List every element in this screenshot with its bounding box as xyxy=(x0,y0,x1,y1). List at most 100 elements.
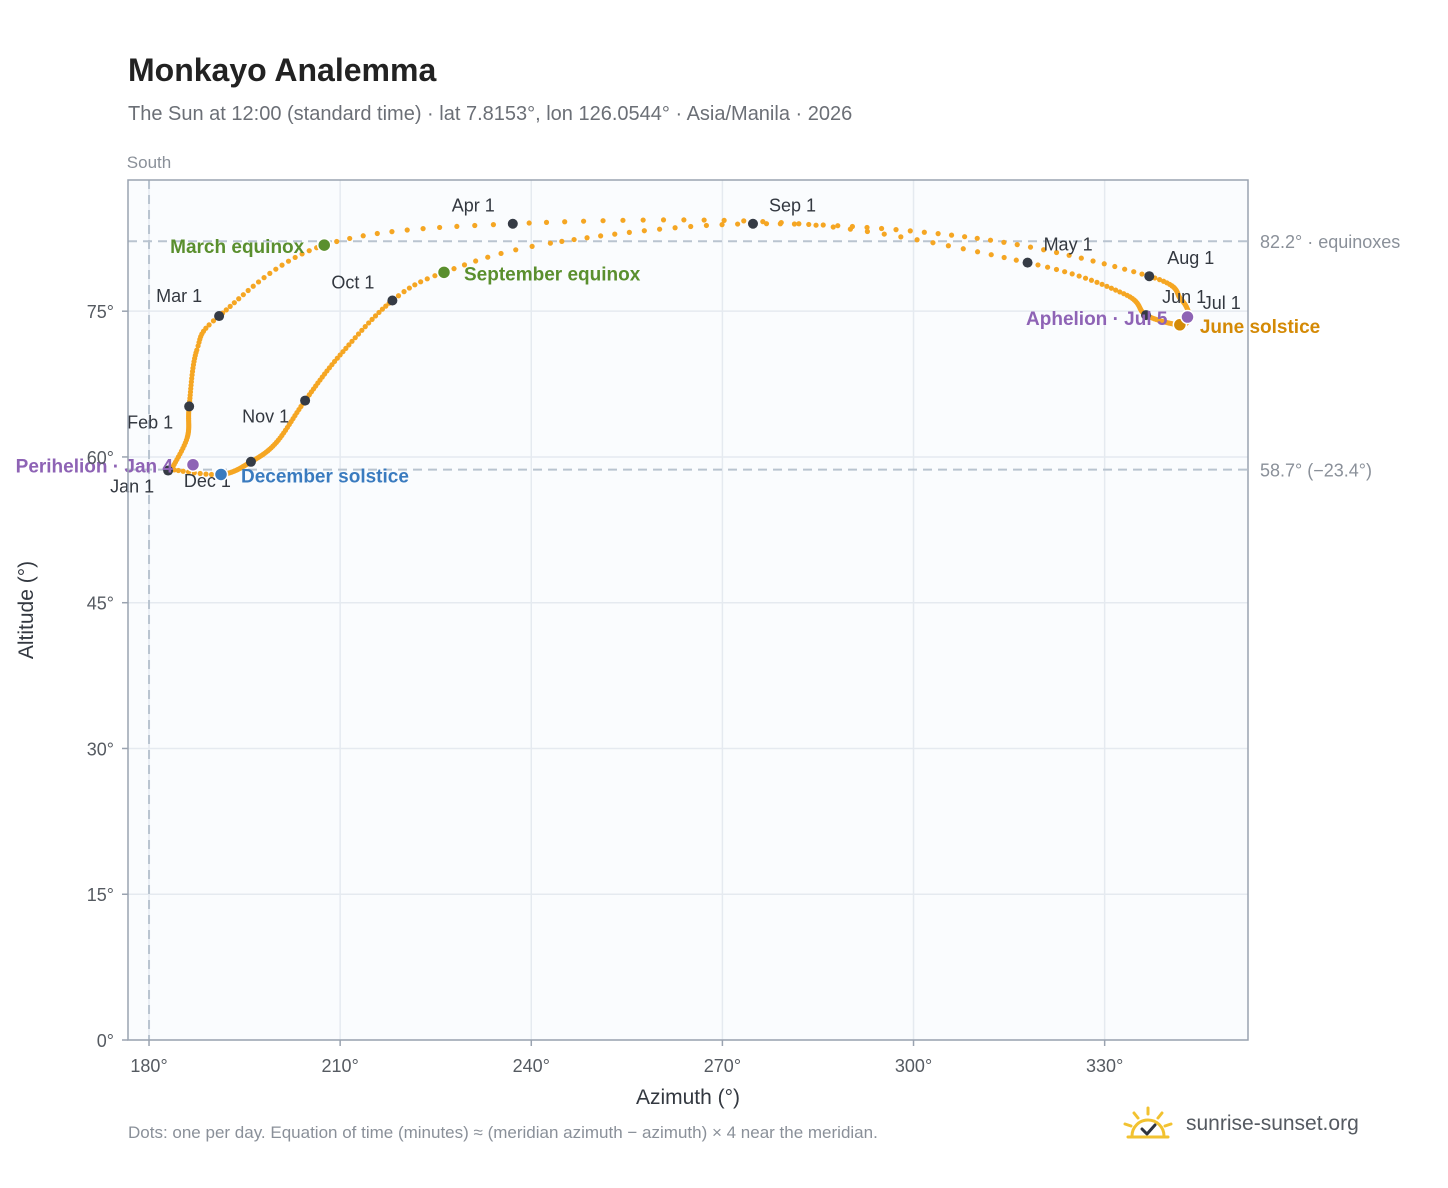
day-dot xyxy=(948,232,955,238)
day-dot xyxy=(369,316,375,322)
y-tick-label: 0° xyxy=(97,1031,114,1051)
day-dot xyxy=(395,293,402,299)
day-dot xyxy=(763,221,770,227)
day-dot xyxy=(231,300,237,306)
day-dot xyxy=(1104,283,1110,289)
day-dot xyxy=(362,324,368,330)
event-dot xyxy=(1180,309,1195,325)
reference-line-label: 58.7° (−23.4°) xyxy=(1260,461,1372,481)
month-marker-label: Apr 1 xyxy=(452,196,495,216)
day-dot xyxy=(1099,281,1105,287)
day-dot xyxy=(813,222,819,228)
day-dot xyxy=(598,233,604,239)
chart-subtitle: The Sun at 12:00 (standard time) · lat 7… xyxy=(128,103,853,125)
sunrise-logo-icon xyxy=(1123,1106,1173,1139)
day-dot xyxy=(255,279,262,285)
day-dot xyxy=(907,228,913,234)
day-dot xyxy=(424,276,430,282)
day-dot xyxy=(945,243,951,249)
day-dot xyxy=(372,313,379,319)
day-dot xyxy=(1053,266,1060,273)
day-dot xyxy=(236,296,242,302)
footnote: Dots: one per day. Equation of time (min… xyxy=(128,1123,878,1142)
day-dot xyxy=(180,468,186,474)
day-dot xyxy=(490,222,497,228)
day-dot xyxy=(420,226,426,232)
day-dot xyxy=(735,221,741,227)
day-dot xyxy=(404,227,410,233)
y-tick-label: 15° xyxy=(87,885,114,905)
day-dot xyxy=(864,224,870,231)
day-dot xyxy=(175,467,181,474)
day-dot xyxy=(1001,239,1007,245)
day-dot xyxy=(210,318,217,324)
day-dot xyxy=(703,222,710,229)
day-dot xyxy=(559,238,565,244)
brand-name: sunrise-sunset.org xyxy=(1186,1112,1359,1135)
day-dot xyxy=(864,228,871,235)
day-dot xyxy=(498,250,504,257)
day-dot xyxy=(796,221,802,227)
day-dot xyxy=(898,234,904,240)
chart-title: Monkayo Analemma xyxy=(128,52,437,88)
day-dot xyxy=(352,335,358,341)
day-dot xyxy=(1082,275,1089,281)
month-marker-dot xyxy=(747,218,758,229)
day-dot xyxy=(1139,271,1145,277)
month-marker-label: May 1 xyxy=(1044,235,1093,255)
day-dot xyxy=(473,258,479,264)
x-tick-label: 180° xyxy=(130,1056,167,1076)
event-dot xyxy=(213,467,229,482)
event-label: Aphelion · Jul 5 xyxy=(1026,309,1168,330)
day-dot xyxy=(250,283,256,289)
month-marker-dot xyxy=(387,295,398,306)
day-dot xyxy=(485,254,491,260)
day-dot xyxy=(1001,254,1007,261)
day-dot xyxy=(279,262,285,268)
day-dot xyxy=(1108,285,1114,291)
day-dot xyxy=(261,275,267,281)
day-dot xyxy=(1156,277,1163,283)
day-dot xyxy=(334,238,340,245)
day-dot xyxy=(962,234,968,240)
day-dot xyxy=(299,251,305,257)
day-dot xyxy=(1069,271,1075,277)
day-dot xyxy=(1094,279,1100,285)
day-dot xyxy=(1131,269,1137,275)
month-marker-label: Oct 1 xyxy=(331,272,374,292)
day-dot xyxy=(562,219,568,225)
month-marker-dot xyxy=(214,311,225,322)
month-marker-dot xyxy=(184,401,195,412)
day-dot xyxy=(406,285,412,291)
event-label: Perihelion · Jan 4 xyxy=(16,457,174,478)
day-dot xyxy=(1088,277,1095,283)
day-dot xyxy=(612,231,618,237)
month-marker-label: Jul 1 xyxy=(1203,293,1241,313)
axes: 180° 210° 240° 270° 300° 330° 0° 15° 30° 45° 60° 75… xyxy=(15,302,1123,1109)
day-dot xyxy=(203,325,209,331)
day-dot xyxy=(681,217,687,223)
x-tick-label: 240° xyxy=(513,1056,550,1076)
day-dot xyxy=(1122,266,1128,272)
month-marker-label: Feb 1 xyxy=(127,412,173,432)
month-marker-label: Sep 1 xyxy=(769,196,816,216)
day-dot xyxy=(285,258,292,264)
day-dot xyxy=(543,219,550,225)
day-dot xyxy=(1066,252,1072,258)
x-tick-label: 210° xyxy=(322,1056,359,1076)
brand[interactable]: sunrise-sunset.org xyxy=(1120,1102,1359,1146)
day-dot xyxy=(1117,289,1123,295)
day-dot xyxy=(1112,263,1118,270)
day-dot xyxy=(223,307,229,313)
day-dot xyxy=(355,331,362,337)
day-dot xyxy=(620,217,626,223)
day-dot xyxy=(347,235,353,242)
y-tick-label: 75° xyxy=(87,302,114,322)
day-dot xyxy=(208,471,215,478)
day-dot xyxy=(526,220,532,226)
month-marker-label: Jun 1 xyxy=(1162,287,1206,307)
day-dot xyxy=(930,240,936,246)
day-dot xyxy=(273,266,279,272)
day-dot xyxy=(626,229,632,235)
day-dot xyxy=(437,224,443,231)
